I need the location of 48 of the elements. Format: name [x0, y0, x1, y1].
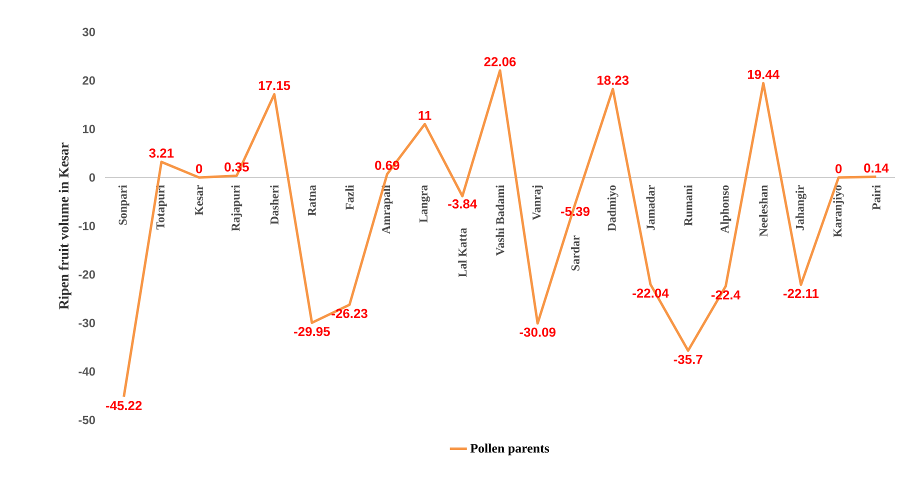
- x-tick-label: Rumani: [684, 185, 692, 226]
- data-label: 19.44: [748, 70, 780, 79]
- data-label: 0.14: [864, 163, 889, 173]
- x-tick-label: Jahangir: [795, 185, 806, 230]
- x-tick-label: Totapuri: [156, 185, 167, 230]
- y-tick-label: -10: [78, 222, 95, 230]
- x-tick-label: Vanraj: [532, 186, 544, 220]
- x-tick-label: Vashi Badami: [496, 185, 504, 256]
- data-label: 3.21: [149, 148, 174, 158]
- y-tick-label: -20: [78, 270, 95, 279]
- data-label: 0: [196, 164, 202, 174]
- data-label: -22.11: [783, 288, 819, 298]
- x-tick-label: Dadmiyo: [607, 185, 618, 232]
- data-label: -45.22: [106, 400, 142, 410]
- y-tick-label: 30: [82, 28, 95, 36]
- data-label: -35.7: [674, 354, 702, 364]
- data-label: 11: [418, 111, 432, 120]
- x-tick-label: Rajapuri: [231, 185, 242, 232]
- x-tick-label: Pairi: [872, 185, 880, 210]
- x-tick-label: Amrapali: [382, 185, 393, 234]
- legend-label: Pollen parents: [470, 444, 550, 456]
- x-tick-label: Alphonso: [720, 185, 732, 234]
- data-label: -3.84: [448, 199, 478, 208]
- x-tick-label: Sonpari: [118, 185, 130, 225]
- data-label: -26.23: [332, 308, 368, 318]
- y-tick-label: -50: [78, 416, 95, 424]
- y-tick-label: -40: [78, 367, 95, 376]
- data-label: 17.15: [258, 81, 290, 90]
- y-axis-title: Ripen fruit volume in Kesar: [58, 142, 72, 310]
- data-label: -29.95: [294, 326, 330, 336]
- x-tick-label: Kesar: [195, 185, 204, 216]
- y-tick-label: -30: [78, 318, 95, 328]
- x-tick-label: Sardar: [571, 236, 580, 271]
- data-label: 22.06: [484, 57, 516, 66]
- x-tick-label: Fazli: [345, 185, 354, 210]
- x-tick-label: Langra: [420, 185, 430, 223]
- x-tick-label: Ratna: [308, 185, 316, 216]
- x-tick-label: Karanjiyo: [833, 185, 844, 238]
- data-label: 18.23: [597, 76, 629, 85]
- y-tick-label: 10: [82, 124, 95, 134]
- x-tick-label: Jamadar: [646, 185, 655, 230]
- x-tick-label: Dasheri: [270, 185, 278, 225]
- y-tick-label: 20: [82, 76, 95, 85]
- x-tick-label: Lal Katta: [458, 228, 467, 278]
- x-tick-label: Neeleshan: [759, 185, 768, 236]
- data-label: -30.09: [520, 328, 556, 337]
- data-label: 0: [835, 164, 842, 174]
- y-tick-label: 0: [89, 173, 95, 182]
